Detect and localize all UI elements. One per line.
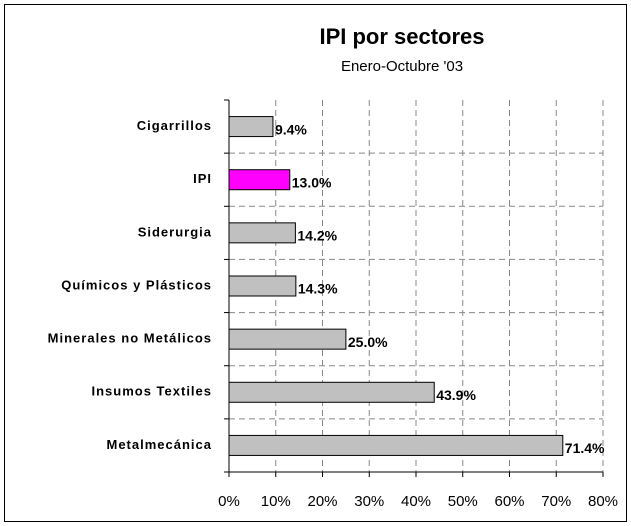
bar [228,222,296,244]
value-label: 43.9% [436,387,476,403]
y-tick-label: Insumos Textiles [91,384,212,399]
y-tick-label: Minerales no Metálicos [48,331,212,346]
value-label: 25.0% [348,334,388,350]
value-label: 14.3% [298,281,338,297]
y-tick-label: IPI [193,171,212,186]
x-tick-label: 80% [588,493,618,510]
chart-title: IPI por sectores [319,24,484,49]
bar [228,434,564,456]
x-tick-label: 0% [218,493,240,510]
value-label: 71.4% [565,440,605,456]
bar [228,381,435,403]
value-label: 13.0% [292,174,332,190]
x-tick-label: 30% [354,493,384,510]
x-tick-label: 40% [401,493,431,510]
y-tick-label: Siderurgia [138,224,212,239]
x-tick-label: 50% [448,493,478,510]
bar [228,328,347,350]
chart-subtitle: Enero-Octubre '03 [341,58,463,75]
x-tick-label: 10% [261,493,291,510]
value-label: 9.4% [275,121,307,137]
bar [228,169,291,191]
x-tick-label: 60% [494,493,524,510]
x-tick-label: 70% [541,493,571,510]
bar [228,275,297,297]
y-tick-label: Químicos y Plásticos [61,277,212,292]
y-tick-label: Cigarrillos [137,118,212,133]
bar [228,116,274,138]
value-label: 14.2% [297,228,337,244]
x-tick-label: 20% [307,493,337,510]
y-tick-label: Metalmecánica [107,437,213,452]
